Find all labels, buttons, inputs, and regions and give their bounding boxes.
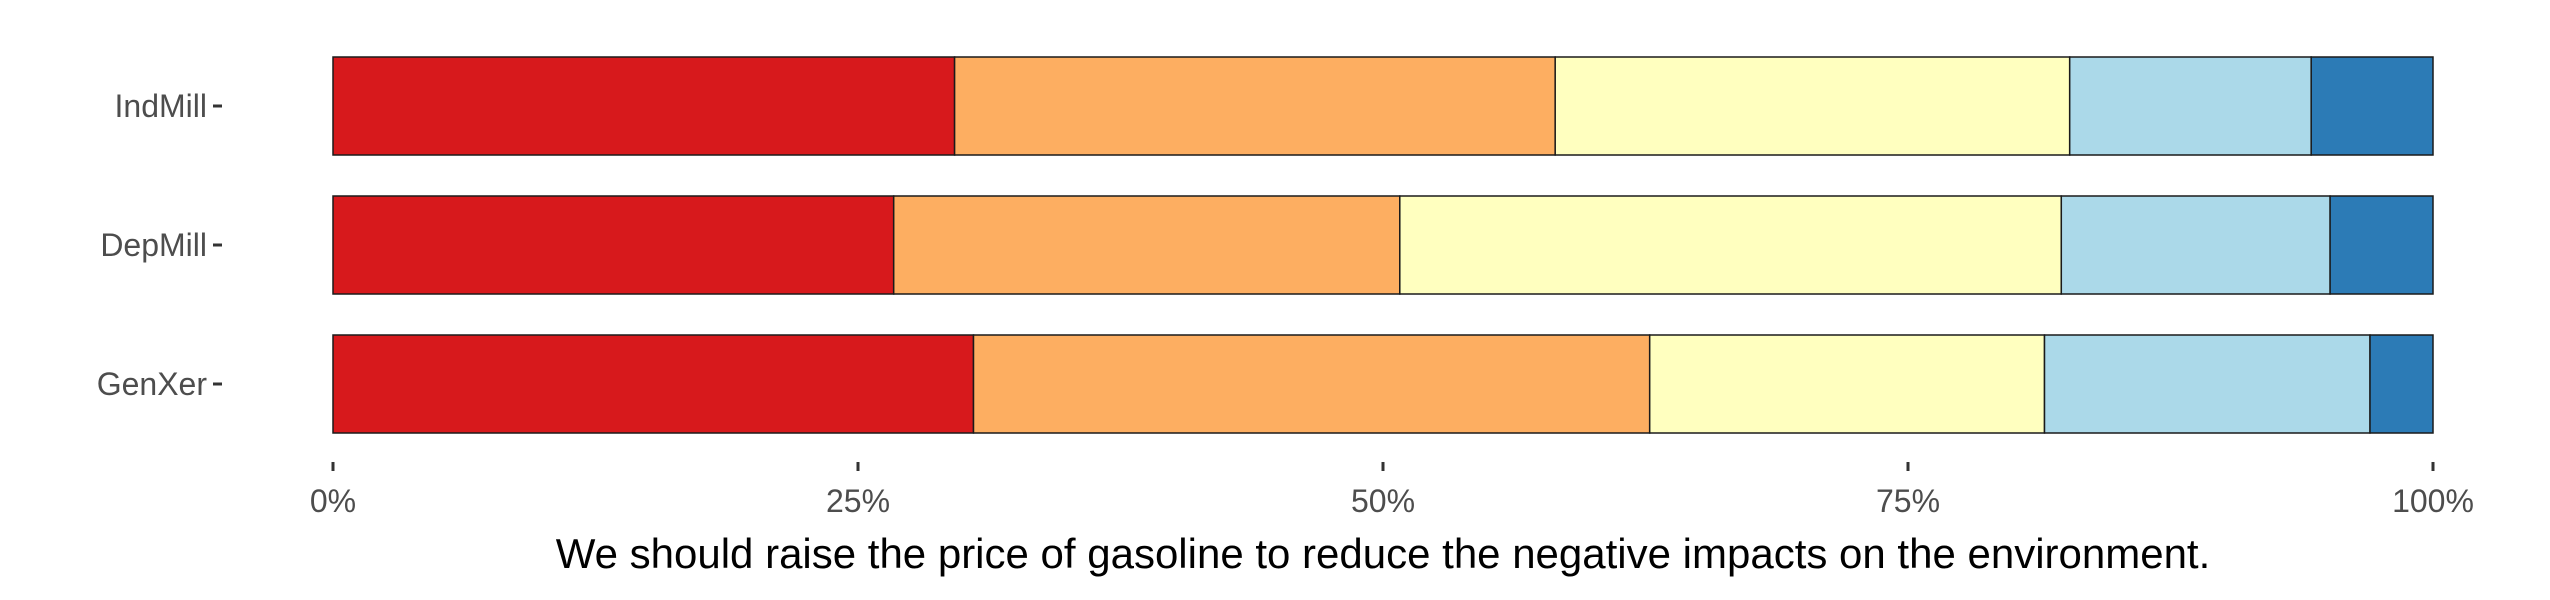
- y-axis: IndMill DepMill GenXer: [97, 88, 222, 402]
- x-tick-label: 75%: [1876, 483, 1940, 519]
- y-tick-label: GenXer: [97, 366, 208, 402]
- x-tick-label: 0%: [310, 483, 356, 519]
- bar-segment-genxer-5: [2369, 334, 2434, 434]
- bar-segment-indmill-4: [2068, 56, 2312, 156]
- bar-segment-genxer-3: [1648, 334, 2046, 434]
- y-tick-label: IndMill: [115, 88, 207, 124]
- bar-segment-depmill-4: [2060, 195, 2331, 295]
- bar-segment-depmill-1: [332, 195, 895, 295]
- bar-segment-indmill-2: [953, 56, 1556, 156]
- bar-segment-indmill-5: [2310, 56, 2434, 156]
- bar-segment-genxer-2: [972, 334, 1651, 434]
- bar-segment-indmill-3: [1554, 56, 2071, 156]
- bar-segment-genxer-1: [332, 334, 975, 434]
- bar-segment-depmill-5: [2329, 195, 2434, 295]
- bar-segment-indmill-1: [332, 56, 956, 156]
- x-tick-label: 50%: [1351, 483, 1415, 519]
- x-axis: 0% 25% 50% 75% 100%: [310, 462, 2474, 519]
- bar-segment-genxer-4: [2043, 334, 2371, 434]
- bar-segment-depmill-3: [1399, 195, 2063, 295]
- x-tick-label: 100%: [2392, 483, 2474, 519]
- bars-layer: [332, 56, 2434, 434]
- y-tick-label: DepMill: [100, 227, 207, 263]
- bar-segment-depmill-2: [892, 195, 1401, 295]
- x-tick-label: 25%: [826, 483, 890, 519]
- x-axis-title: We should raise the price of gasoline to…: [556, 530, 2211, 577]
